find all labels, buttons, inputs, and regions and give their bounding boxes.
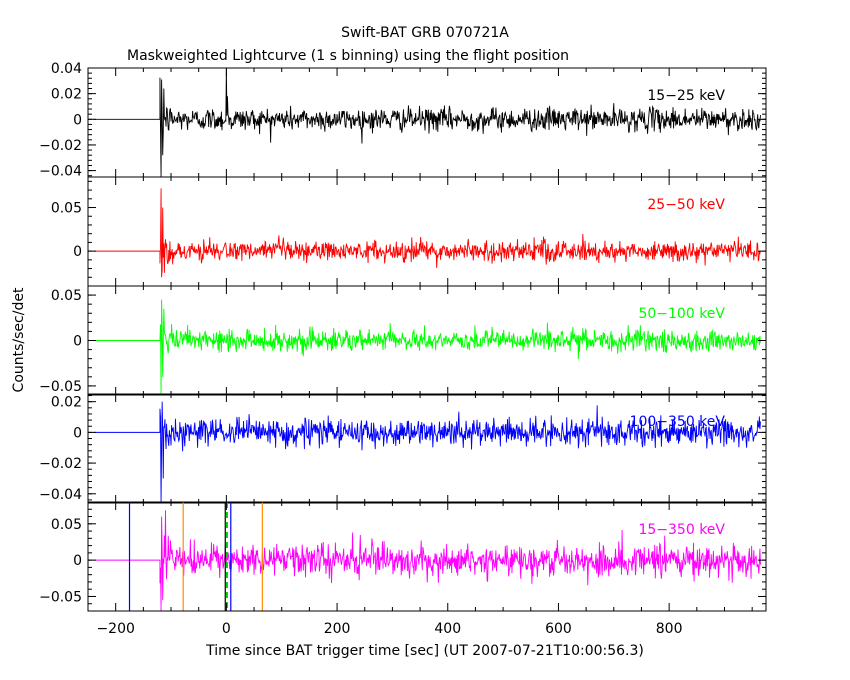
y-tick-label-0-2: 0 (73, 112, 82, 128)
panel-frame-4 (87, 501, 767, 612)
panel-0: −0.04 −0.02 0 0.02 0.04 15−25 keV (39, 61, 767, 180)
y-tick-label-2-2: 0.05 (51, 288, 82, 304)
band-label-0: 15−25 keV (647, 88, 725, 104)
y-tick-label-0-0: −0.04 (39, 164, 82, 180)
panel-1: 0 0.05 25−50 keV (51, 176, 767, 287)
y-tick-label-0-4: 0.04 (51, 61, 82, 77)
y-tick-label-3-1: −0.02 (39, 456, 82, 472)
y-axis-label: Counts/sec/det (11, 287, 27, 392)
series-line-2 (93, 299, 761, 395)
y-tick-label-3-2: 0 (73, 425, 82, 441)
band-label-4: 15−350 keV (638, 522, 725, 538)
series-line-1 (93, 188, 761, 278)
y-tick-label-3-0: −0.04 (39, 487, 82, 503)
x-tick-label-0: −200 (96, 621, 134, 637)
x-tick-label-4: 600 (545, 621, 572, 637)
y-tick-label-4-2: 0.05 (51, 517, 82, 533)
y-tick-label-1-1: 0.05 (51, 201, 82, 217)
chart-subtitle: Maskweighted Lightcurve (1 s binning) us… (127, 48, 569, 64)
y-tick-label-1-0: 0 (73, 244, 82, 260)
panel-frame-3 (87, 393, 767, 504)
x-tick-label-5: 800 (656, 621, 683, 637)
x-tick-label-3: 400 (434, 621, 461, 637)
series-line-0 (93, 68, 761, 177)
panel-4: −0.05 0 0.05 15−350 keV (39, 501, 767, 612)
panels-group: −0.04 −0.02 0 0.02 0.04 15−25 keV 0 0.05 25−50 k… (39, 61, 767, 637)
y-tick-label-4-1: 0 (73, 553, 82, 569)
band-label-2: 50−100 keV (638, 306, 725, 322)
band-label-3: 100−350 keV (630, 414, 726, 430)
x-axis-label: Time since BAT trigger time [sec] (UT 20… (205, 643, 644, 659)
panel-3: −0.04 −0.02 0 0.02 100−350 keV (39, 393, 767, 504)
y-tick-label-3-3: 0.02 (51, 395, 82, 411)
y-tick-label-0-1: −0.02 (39, 138, 82, 154)
y-tick-label-0-3: 0.02 (51, 87, 82, 103)
y-tick-label-4-0: −0.05 (39, 589, 82, 605)
series-line-3 (93, 401, 761, 503)
series-line-4 (93, 510, 761, 611)
y-tick-label-2-1: 0 (73, 334, 82, 350)
panel-frame-1 (87, 176, 767, 287)
x-tick-label-1: 0 (222, 621, 231, 637)
x-tick-label-2: 200 (324, 621, 351, 637)
panel-2: −0.05 0 0.05 50−100 keV (39, 285, 767, 396)
chart-title: Swift-BAT GRB 070721A (341, 25, 509, 41)
band-label-1: 25−50 keV (647, 197, 725, 213)
y-tick-label-2-0: −0.05 (39, 379, 82, 395)
